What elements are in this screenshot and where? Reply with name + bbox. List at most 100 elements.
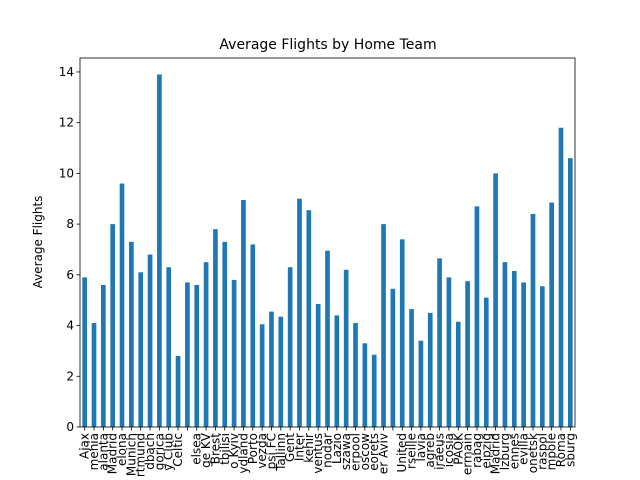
chart-title: Average Flights by Home Team — [219, 37, 436, 53]
x-tick-label: rtmund — [134, 433, 148, 477]
x-tick-label: tbilisi — [218, 433, 232, 465]
bar — [455, 321, 461, 427]
x-tick-label: United — [395, 433, 409, 472]
bar — [259, 324, 265, 427]
x-tick-label: y Club — [162, 433, 176, 471]
bar — [175, 355, 181, 427]
x-tick-label: agreb — [423, 433, 437, 468]
y-tick-label: 8 — [66, 217, 74, 231]
x-tick-label: iraeus — [433, 433, 447, 470]
x-tick-label: lzburg — [498, 433, 512, 470]
bar — [306, 210, 312, 427]
bar — [427, 312, 433, 427]
bar — [567, 158, 573, 427]
bar — [334, 315, 340, 427]
bar — [222, 241, 228, 427]
y-tick-label: 0 — [66, 420, 74, 434]
bar — [119, 183, 125, 427]
bar — [315, 304, 321, 427]
x-tick-label: nodar — [321, 433, 335, 468]
x-tick-label: eorets — [367, 433, 381, 471]
bar — [381, 224, 386, 427]
x-tick-label: ermain — [461, 433, 475, 475]
bar — [297, 198, 302, 427]
bar — [203, 262, 209, 427]
x-tick-label: eipzig — [479, 433, 493, 469]
x-tick-label: ventus — [311, 433, 325, 474]
bar — [521, 282, 526, 427]
bar — [231, 279, 237, 427]
bar — [194, 284, 200, 427]
bar — [399, 239, 405, 427]
x-tick-label: raspol — [535, 433, 549, 470]
bar — [502, 262, 508, 427]
y-tick-label: 10 — [59, 166, 74, 180]
x-tick-label: psi FC — [264, 433, 278, 469]
bar — [269, 311, 274, 427]
bar — [129, 241, 134, 427]
y-tick-label: 2 — [66, 369, 74, 383]
x-tick-label: rseille — [405, 433, 419, 469]
x-tick-label: kehir — [302, 433, 316, 463]
bar — [185, 282, 190, 427]
bar — [325, 250, 330, 427]
bar — [474, 206, 480, 427]
x-tick-label: Madrid — [489, 433, 503, 474]
bar — [511, 271, 517, 427]
bar — [418, 340, 424, 427]
x-tick-label: alanta — [96, 433, 110, 471]
x-tick-label: vezda — [255, 433, 269, 469]
bar — [362, 343, 368, 427]
x-tick-label: Gent — [283, 433, 297, 462]
bar — [483, 297, 489, 427]
bar — [409, 309, 414, 427]
bar — [147, 254, 153, 427]
y-axis-label: Average Flights — [31, 196, 45, 289]
x-tick-label: menia — [87, 433, 101, 470]
x-tick-label: szawa — [339, 433, 353, 470]
x-tick-label: evilla — [517, 433, 531, 465]
bar — [157, 74, 162, 428]
y-tick-label: 4 — [66, 319, 74, 333]
x-tick-label: Munich — [124, 433, 138, 476]
y-tick-label: 14 — [59, 65, 74, 79]
x-tick-label: o Kyiv — [227, 433, 241, 469]
x-tick-label: er Aviv — [377, 433, 391, 474]
x-tick-label: ge KV — [199, 432, 213, 468]
x-tick-label: sburg — [563, 433, 577, 467]
bar — [166, 267, 172, 427]
x-tick-label: elsea — [190, 433, 204, 465]
x-tick-label: onetsk — [526, 433, 540, 473]
bar — [465, 281, 470, 427]
bar — [493, 173, 498, 427]
bar — [82, 277, 88, 427]
x-tick-label: Porto — [246, 433, 260, 464]
bar — [549, 202, 554, 427]
y-tick-label: 12 — [59, 116, 74, 130]
x-tick-label: Celtic — [171, 433, 185, 467]
bar — [278, 316, 284, 427]
plot-frame — [79, 57, 576, 428]
bar — [250, 244, 256, 427]
x-tick-label: Madrid — [106, 433, 120, 474]
x-tick-label: ennes — [507, 433, 521, 469]
bar — [110, 224, 116, 427]
x-tick-label: PAOK — [451, 432, 465, 465]
x-tick-label: Brest — [208, 433, 222, 465]
y-tick-label: 6 — [66, 268, 74, 282]
bar — [539, 286, 545, 427]
x-tick-label: Ajax — [78, 433, 92, 459]
bar — [371, 354, 377, 427]
bar — [343, 269, 349, 427]
x-tick-label: Lazio — [330, 433, 344, 464]
x-tick-label: Tallinn — [274, 433, 288, 472]
x-tick-label: ydland — [236, 433, 250, 474]
x-tick-label: elona — [115, 433, 129, 466]
bar — [390, 288, 396, 427]
x-tick-label: gorica — [152, 433, 166, 470]
bar — [446, 277, 452, 427]
x-tick-label: mpole — [545, 433, 559, 470]
x-tick-label: rabag — [470, 433, 484, 468]
bar — [287, 267, 293, 427]
